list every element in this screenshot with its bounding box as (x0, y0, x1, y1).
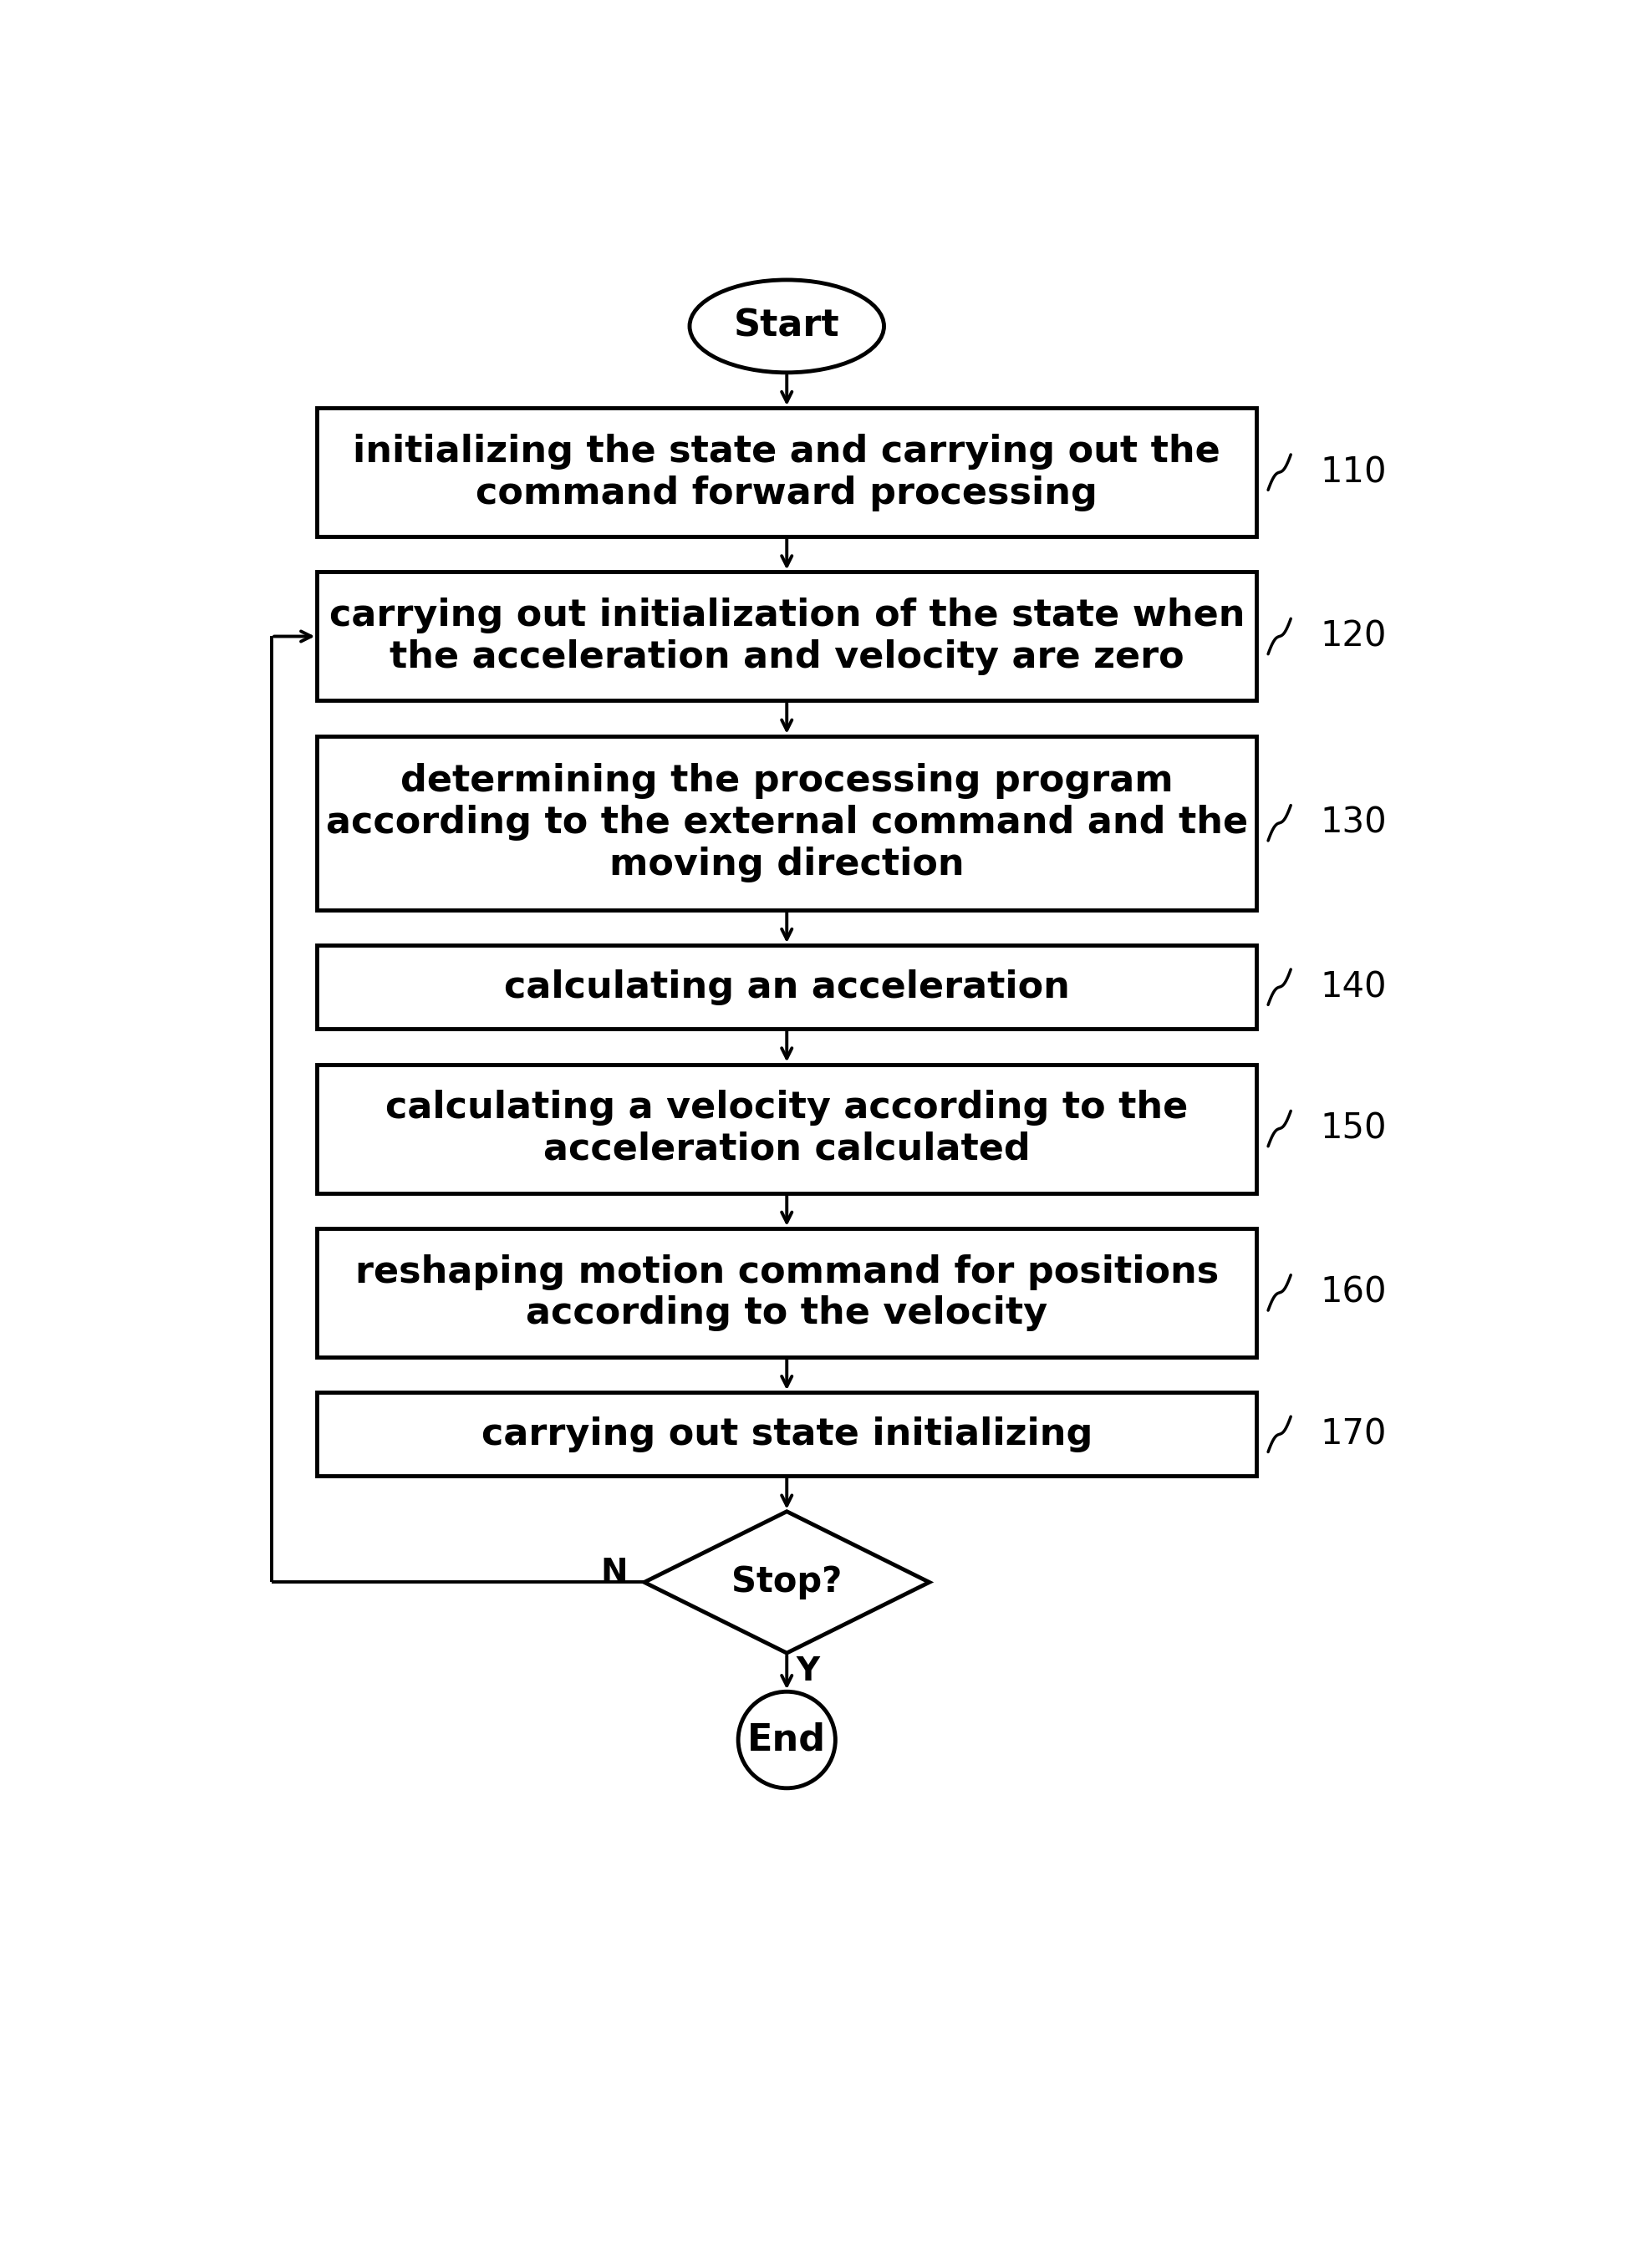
Text: carrying out initialization of the state when
the acceleration and velocity are : carrying out initialization of the state… (329, 596, 1245, 676)
Text: 120: 120 (1320, 619, 1385, 653)
Text: initializing the state and carrying out the
command forward processing: initializing the state and carrying out … (354, 433, 1221, 510)
Text: 170: 170 (1320, 1418, 1385, 1452)
Text: carrying out state initializing: carrying out state initializing (481, 1415, 1092, 1452)
Text: 150: 150 (1320, 1111, 1387, 1145)
Text: N: N (601, 1556, 628, 1588)
Circle shape (738, 1692, 835, 1787)
Bar (318, 1229, 1257, 1356)
Ellipse shape (689, 279, 883, 372)
Text: 130: 130 (1320, 805, 1387, 841)
Text: calculating an acceleration: calculating an acceleration (504, 968, 1069, 1005)
Bar (318, 572, 1257, 701)
Text: reshaping motion command for positions
according to the velocity: reshaping motion command for positions a… (355, 1254, 1219, 1331)
Text: Y: Y (797, 1656, 820, 1687)
Text: calculating a velocity according to the
acceleration calculated: calculating a velocity according to the … (385, 1091, 1188, 1168)
Text: determining the processing program
according to the external command and the
mov: determining the processing program accor… (326, 764, 1249, 882)
Text: Start: Start (734, 308, 839, 345)
Text: 160: 160 (1320, 1275, 1387, 1311)
Text: Stop?: Stop? (732, 1565, 843, 1599)
Text: 140: 140 (1320, 968, 1387, 1005)
Bar (318, 946, 1257, 1030)
Bar (318, 1393, 1257, 1476)
Bar (318, 408, 1257, 538)
Text: End: End (748, 1721, 826, 1758)
Text: 110: 110 (1320, 454, 1387, 490)
Bar (318, 1064, 1257, 1193)
Bar (318, 737, 1257, 909)
Polygon shape (644, 1510, 929, 1653)
